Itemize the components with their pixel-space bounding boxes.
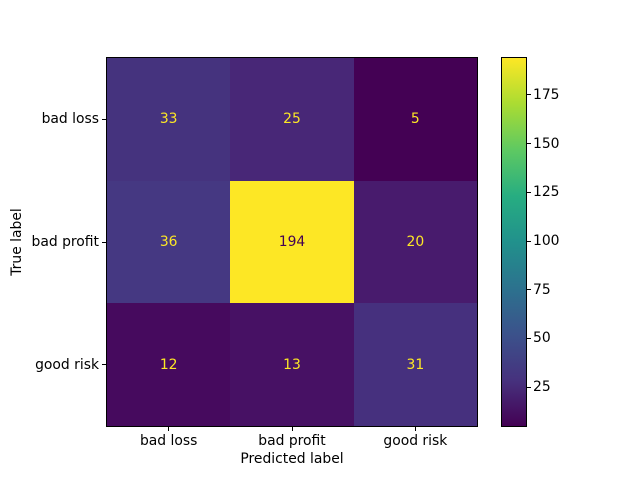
colorbar-tick-mark xyxy=(527,337,531,339)
x-tick-label-0: bad loss xyxy=(139,433,198,449)
matrix-cell-r1-c1: 194 xyxy=(230,180,354,304)
colorbar-tick-label-4: 125 xyxy=(533,184,560,201)
colorbar-tick-mark xyxy=(527,386,531,388)
colorbar-tick-mark xyxy=(527,191,531,193)
colorbar-tick-mark xyxy=(527,143,531,145)
colorbar-tick-mark xyxy=(527,94,531,96)
y-tick-mark xyxy=(102,364,106,366)
x-tick-mark xyxy=(414,427,416,431)
matrix-cell-r0-c0: 33 xyxy=(107,58,231,181)
colorbar-tick-label-3: 100 xyxy=(533,233,560,250)
y-tick-label-2: good risk xyxy=(35,356,99,373)
heatmap-axes: 33 25 5 36 194 20 12 13 31 xyxy=(106,57,478,427)
matrix-cell-r2-c2: 31 xyxy=(353,303,477,426)
matrix-cell-r2-c0: 12 xyxy=(107,303,231,426)
x-tick-mark xyxy=(291,427,293,431)
colorbar-tick-label-2: 75 xyxy=(533,281,551,298)
colorbar-tick-label-1: 50 xyxy=(533,330,551,347)
y-tick-label-1: bad profit xyxy=(31,234,99,250)
colorbar-tick-label-6: 175 xyxy=(533,86,560,103)
x-tick-label-1: bad profit xyxy=(258,433,326,449)
colorbar-tick-label-5: 150 xyxy=(533,135,560,152)
y-tick-mark xyxy=(102,118,106,120)
matrix-cell-r2-c1: 13 xyxy=(230,303,354,426)
x-tick-label-2: good risk xyxy=(383,433,448,449)
matrix-cell-r1-c0: 36 xyxy=(107,180,231,304)
matrix-cell-r1-c2: 20 xyxy=(353,180,477,304)
matrix-cell-r0-c2: 5 xyxy=(353,58,477,181)
x-tick-mark xyxy=(168,427,170,431)
y-tick-mark xyxy=(102,241,106,243)
matrix-cell-r0-c1: 25 xyxy=(230,58,354,181)
colorbar-tick-label-0: 25 xyxy=(533,379,551,396)
x-axis-label: Predicted label xyxy=(240,451,344,467)
colorbar xyxy=(501,57,527,427)
colorbar-tick-mark xyxy=(527,240,531,242)
y-tick-label-0: bad loss xyxy=(41,111,99,128)
colorbar-tick-mark xyxy=(527,289,531,291)
